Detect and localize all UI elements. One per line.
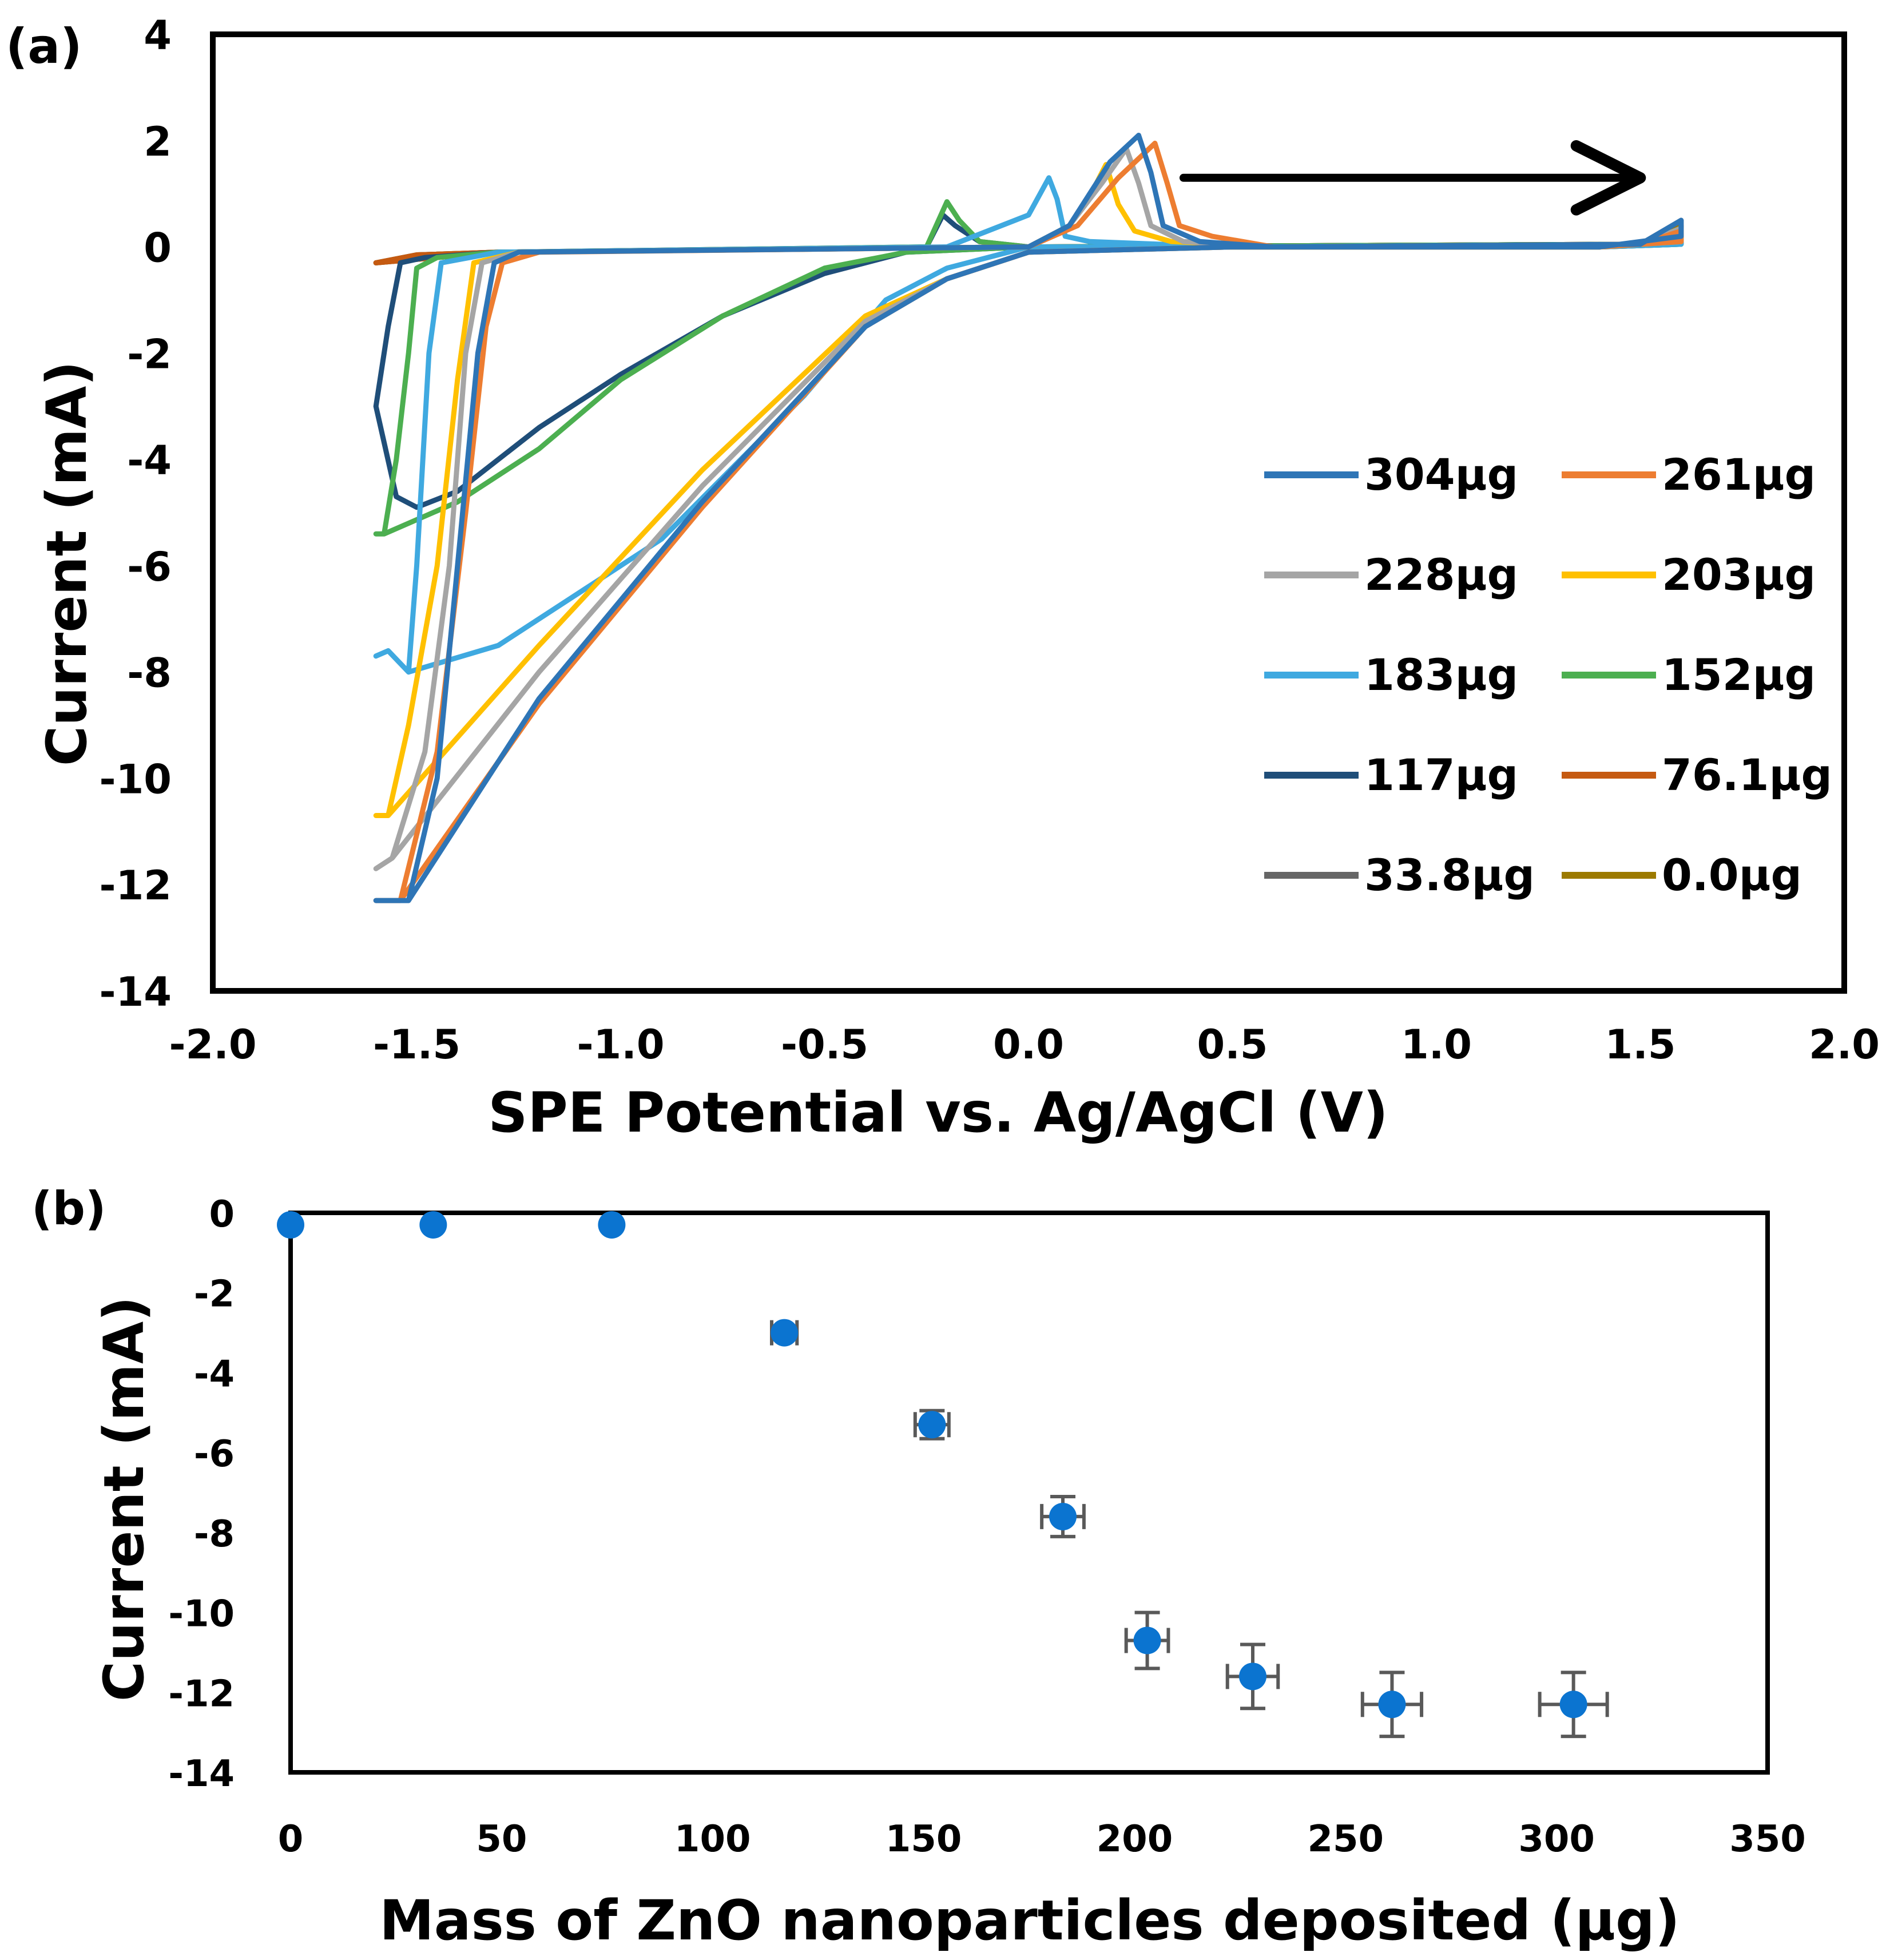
- legend-label: 261μg: [1662, 449, 1816, 500]
- panel-a-y-tick: 4: [144, 12, 172, 59]
- panel-a-y-tick-labels: 4 2 0 -2 -4 -6 -8 -10 -12 -14: [100, 12, 172, 1015]
- panel-b-x-tick: 300: [1518, 1818, 1595, 1860]
- panel-a-y-tick: -12: [100, 862, 172, 909]
- panel-b-plot-frame: [288, 1211, 1770, 1775]
- panel-b-label: (b): [31, 1182, 106, 1235]
- panel-a-x-tick-labels: -2.0 -1.5 -1.0 -0.5 0.0 0.5 1.0 1.5 2.0: [169, 1021, 1880, 1068]
- data-point: [419, 1211, 447, 1239]
- cv-series-line: [373, 217, 1684, 265]
- panel-a-x-tick: -0.5: [781, 1021, 868, 1068]
- legend-label: 152μg: [1662, 649, 1816, 700]
- panel-a-x-axis-label: SPE Potential vs. Ag/AgCl (V): [488, 1081, 1388, 1145]
- legend-label: 33.8μg: [1364, 850, 1535, 900]
- legend-label: 228μg: [1364, 549, 1518, 600]
- legend-label: 117μg: [1364, 749, 1518, 800]
- panel-b-y-tick-labels: 0 -2 -4 -6 -8 -10 -12 -14: [168, 1193, 235, 1795]
- cv-series-line: [373, 175, 1684, 675]
- panel-b-x-tick: 100: [674, 1818, 751, 1860]
- panel-a-plot-series: [373, 133, 1684, 903]
- panel-b-x-axis-label: Mass of ZnO nanoparticles deposited (μg): [379, 1888, 1679, 1953]
- panel-a-x-tick: -1.0: [577, 1021, 664, 1068]
- panel-a-x-tick: -1.5: [373, 1021, 460, 1068]
- data-point: [1049, 1502, 1077, 1530]
- panel-b-x-tick: 50: [476, 1818, 527, 1860]
- panel-a-x-tick: 0.5: [1197, 1021, 1268, 1068]
- panel-b-y-tick: -10: [168, 1593, 235, 1636]
- panel-a-y-tick: 2: [144, 118, 172, 165]
- panel-a-y-tick: 0: [144, 225, 172, 272]
- data-point: [1559, 1691, 1587, 1719]
- panel-b-y-tick: -2: [194, 1273, 235, 1316]
- panel-b-x-tick: 200: [1097, 1818, 1173, 1860]
- data-point: [1238, 1663, 1266, 1691]
- panel-a-x-tick: -2.0: [169, 1021, 256, 1068]
- panel-a-x-tick: 1.5: [1605, 1021, 1675, 1068]
- panel-a-x-tick: 1.0: [1401, 1021, 1472, 1068]
- panel-b-x-tick: 150: [886, 1818, 962, 1860]
- panel-a: (a) 4 2 0 -2 -4 -6 -8 -10 -12 -14 -2.0 -1.5 -1.0 -0.…: [6, 12, 1880, 1145]
- panel-a-y-tick: -14: [100, 969, 172, 1015]
- panel-a-plot-frame: [210, 31, 1847, 994]
- data-point: [918, 1411, 946, 1439]
- panel-a-y-tick: -4: [127, 437, 172, 484]
- panel-b-y-tick: -4: [194, 1353, 235, 1395]
- panel-a-y-tick: -10: [100, 756, 172, 803]
- panel-a-legend: 304μg 261μg 228μg 203μg 183μg 152μg 117μg 76.1μ…: [1264, 449, 1832, 900]
- panel-b-x-tick: 0: [278, 1818, 304, 1860]
- data-point: [277, 1211, 304, 1239]
- data-point: [1133, 1626, 1161, 1655]
- legend-label: 304μg: [1364, 449, 1518, 500]
- panel-b-y-axis-label: Current (mA): [92, 1296, 156, 1701]
- legend-label: 183μg: [1364, 649, 1518, 700]
- panel-b-data-points: [277, 1211, 1609, 1739]
- panel-a-label: (a): [6, 18, 82, 74]
- panel-a-y-tick: -6: [127, 543, 172, 590]
- panel-b-x-tick: 250: [1307, 1818, 1384, 1860]
- data-point: [1378, 1691, 1406, 1719]
- legend-label: 0.0μg: [1662, 850, 1802, 900]
- panel-b-y-tick: -8: [194, 1513, 235, 1556]
- panel-b-x-tick: 350: [1729, 1818, 1806, 1860]
- panel-b-y-tick: -14: [168, 1753, 235, 1795]
- panel-b-y-tick: -6: [194, 1433, 235, 1475]
- panel-a-y-axis-label: Current (mA): [35, 361, 99, 766]
- panel-a-x-tick: 2.0: [1809, 1021, 1880, 1068]
- panel-b: (b) 0 -2 -4 -6 -8 -10 -12 -14 0 50 100 150 200 250 30…: [31, 1182, 1806, 1953]
- panel-b-y-tick: 0: [209, 1193, 235, 1236]
- cv-series-line: [373, 133, 1684, 903]
- panel-a-y-tick: -8: [127, 650, 172, 697]
- legend-label: 76.1μg: [1662, 749, 1832, 800]
- panel-b-x-tick-labels: 0 50 100 150 200 250 300 350: [278, 1818, 1806, 1860]
- legend-label: 203μg: [1662, 549, 1816, 600]
- data-point: [598, 1211, 626, 1239]
- panel-a-x-tick: 0.0: [993, 1021, 1064, 1068]
- data-point: [771, 1319, 799, 1347]
- panel-a-y-tick: -2: [127, 331, 172, 378]
- panel-b-y-tick: -12: [168, 1673, 235, 1715]
